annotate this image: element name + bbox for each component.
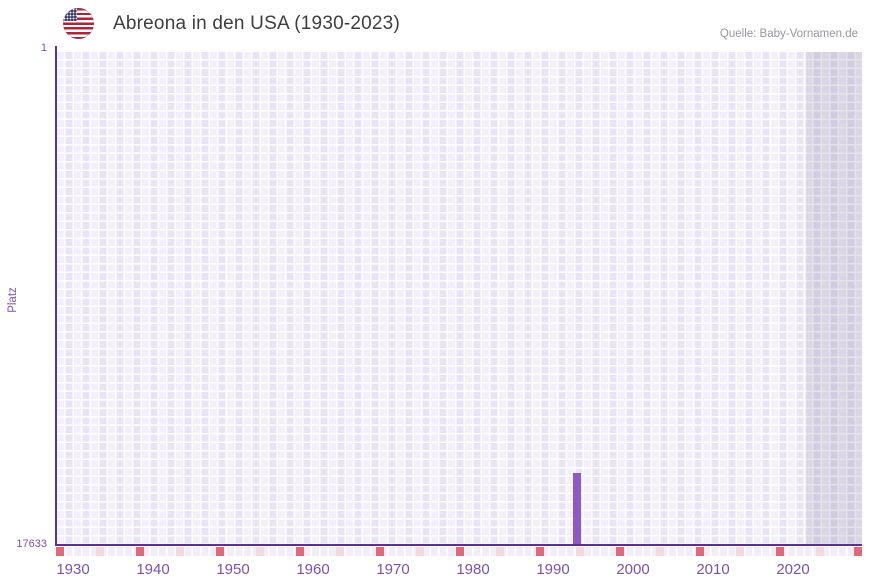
x-axis-tick-label: 1990 [536,561,570,578]
x-axis-line [55,544,862,546]
y-axis-bottom-tick: 17633 [16,538,47,550]
timeline-marker [496,547,504,556]
x-axis-tick-label: 1980 [456,561,490,578]
timeline-marker [656,547,664,556]
timeline-marker [736,547,744,556]
rank-bar[interactable] [573,473,581,544]
timeline-marker [696,547,704,556]
x-axis-tick-label: 2010 [696,561,730,578]
timeline-marker [416,547,424,556]
timeline-marker [536,547,544,556]
x-axis-tick-label: 2000 [616,561,650,578]
x-axis-tick-label: 1960 [296,561,330,578]
timeline-marker [176,547,184,556]
timeline-marker [456,547,464,556]
timeline-marker [616,547,624,556]
timeline-marker [256,547,264,556]
x-axis-tick-label: 1950 [216,561,250,578]
y-axis-title: Platz [7,287,19,313]
timeline-marker [576,547,584,556]
plot-area [57,52,862,544]
timeline-marker [376,547,384,556]
timeline-marker [56,547,64,556]
x-axis-tick-label: 1940 [136,561,170,578]
timeline-marker [96,547,104,556]
page-title: Abreona in den USA (1930-2023) [113,13,400,34]
timeline-marker [216,547,224,556]
grid-background [57,52,862,544]
x-axis-tick-label: 2020 [776,561,810,578]
timeline-marker [296,547,304,556]
us-flag-canton [63,8,77,21]
y-axis-top-tick: 1 [40,42,47,54]
timeline-marker [816,547,824,556]
y-axis-line [55,46,57,546]
x-axis-tick-label: 1970 [376,561,410,578]
source-link[interactable]: Quelle: Baby-Vornamen.de [719,28,858,40]
timeline-marker [136,547,144,556]
x-axis-tick-label: 1930 [56,561,90,578]
timeline-marker [336,547,344,556]
us-flag-icon [63,8,94,39]
timeline-marker [854,547,862,556]
timeline-marker [776,547,784,556]
recent-years-band [806,52,862,544]
